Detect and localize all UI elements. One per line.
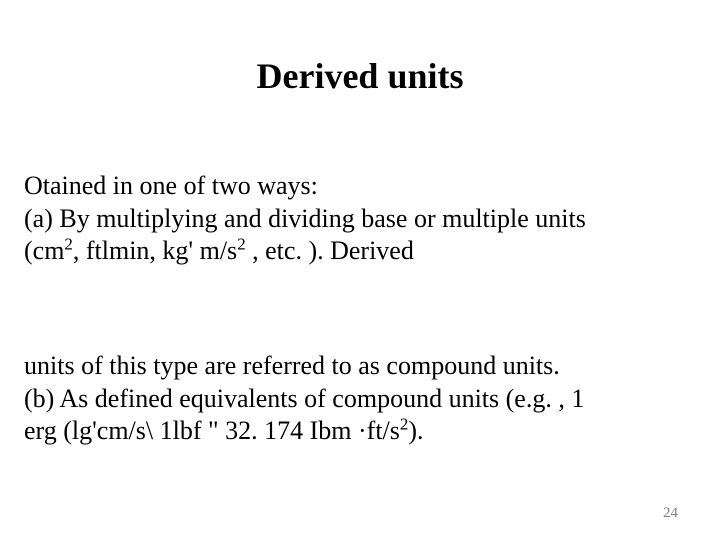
paragraph-2: units of this type are referred to as co… <box>24 350 704 448</box>
slide-title: Derived units <box>0 55 720 97</box>
p1-sup1: 2 <box>64 234 72 253</box>
p2-line2: (b) As defined equivalents of compound u… <box>24 384 584 413</box>
p2-line1: units of this type are referred to as co… <box>24 351 560 380</box>
paragraph-1: Otained in one of two ways: (a) By multi… <box>24 170 704 268</box>
p1-line3-post: , etc. ). Derived <box>246 236 414 265</box>
p1-line3-pre: (cm <box>24 236 64 265</box>
p2-line3-post: ). <box>408 416 423 445</box>
p1-line1: Otained in one of two ways: <box>24 171 318 200</box>
p1-sup2: 2 <box>237 234 245 253</box>
slide: Derived units Otained in one of two ways… <box>0 0 720 540</box>
p2-line3-pre: erg (lg'cm/s\ 1lbf " 32. 174 Ibm ·ft/s <box>24 416 400 445</box>
p1-line2: (a) By multiplying and dividing base or … <box>24 204 586 233</box>
page-number: 24 <box>663 505 678 522</box>
p1-line3-mid: , ftlmin, kg' m/s <box>73 236 237 265</box>
